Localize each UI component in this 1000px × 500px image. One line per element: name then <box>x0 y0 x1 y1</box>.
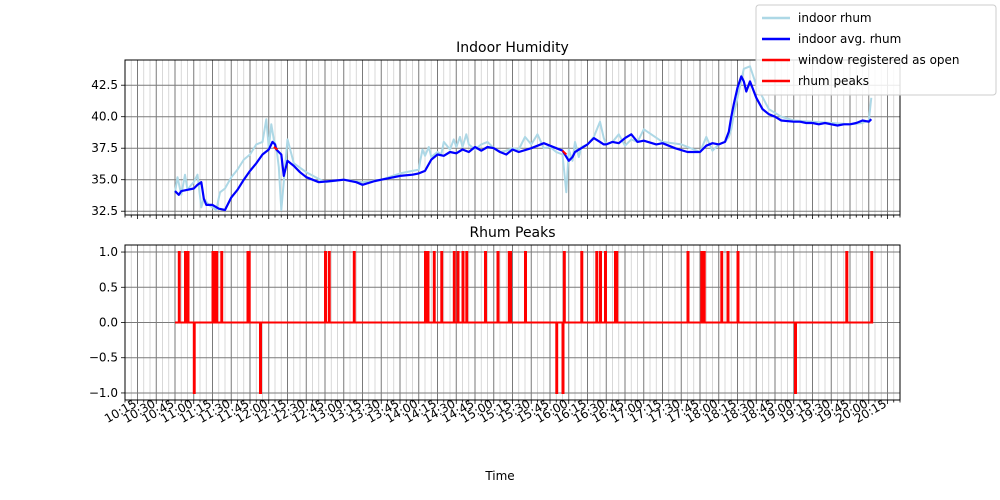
y-tick-label: 40.0 <box>91 110 118 124</box>
legend-label: indoor rhum <box>798 11 872 25</box>
x-tick-labels: 10:1510:3010:4511:0011:1511:3011:4512:00… <box>102 396 889 425</box>
axes-frame <box>124 59 901 216</box>
y-tick-label: 42.5 <box>91 78 118 92</box>
series-line-indoor-avg-rhum <box>174 75 873 212</box>
legend: indoor rhum indoor avg. rhum window regist… <box>755 4 997 96</box>
y-tick-label: 0.5 <box>99 280 118 294</box>
humidity-panel: 32.5 35.0 37.5 40.0 42.5 Indoor Humidity <box>91 40 901 219</box>
peaks-panel: 1.0 0.5 0.0 −0.5 −1.0 Rhum Peaks <box>89 225 901 404</box>
plot-area <box>174 65 873 212</box>
axes-frame <box>124 244 901 401</box>
legend-label: indoor avg. rhum <box>798 32 901 46</box>
series-line-indoor-rhum <box>174 65 873 211</box>
window-open-segment <box>561 149 568 156</box>
rhum-peaks-line <box>175 251 874 394</box>
y-tick-label: 37.5 <box>91 141 118 155</box>
y-tick-label: 0.0 <box>99 316 118 330</box>
panel-title: Indoor Humidity <box>456 40 569 56</box>
y-tick-label: −1.0 <box>89 386 118 400</box>
y-tick-label: 1.0 <box>99 245 118 259</box>
panel-title: Rhum Peaks <box>469 225 555 241</box>
y-tick-label: −0.5 <box>89 351 118 365</box>
legend-box <box>755 4 997 96</box>
x-axis-label: Time <box>484 469 514 483</box>
plot-area <box>175 251 874 394</box>
window-open-segment <box>273 146 279 151</box>
y-tick-label: 35.0 <box>91 173 118 187</box>
y-tick-label: 32.5 <box>91 204 118 218</box>
legend-label: window registered as open <box>798 53 960 67</box>
legend-label: rhum peaks <box>798 74 869 88</box>
